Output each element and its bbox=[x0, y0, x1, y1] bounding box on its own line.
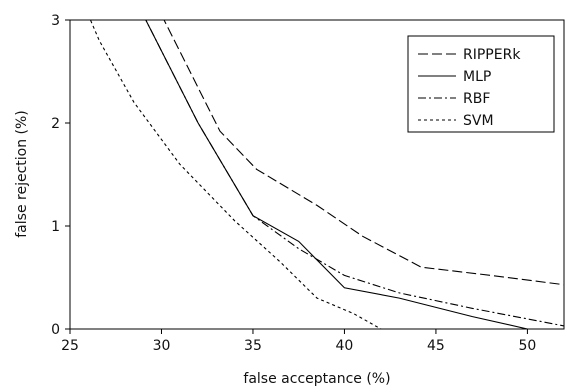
y-tick-label: 2 bbox=[51, 116, 60, 132]
series-layer bbox=[89, 20, 564, 329]
legend-label: RBF bbox=[463, 91, 490, 107]
x-tick-label: 45 bbox=[427, 338, 445, 354]
plot-area-frame bbox=[69, 19, 565, 330]
x-axis: 25 30 35 40 45 50 bbox=[61, 329, 536, 354]
x-tick-label: 25 bbox=[61, 338, 79, 354]
legend-box bbox=[407, 35, 555, 133]
x-tick-label: 30 bbox=[153, 338, 171, 354]
legend-label: RIPPERk bbox=[463, 47, 521, 63]
x-axis-title: false acceptance (%) bbox=[243, 371, 390, 387]
series-line-rbf bbox=[145, 20, 564, 327]
x-tick-label: 50 bbox=[518, 338, 536, 354]
series-line-svm bbox=[89, 20, 382, 329]
x-tick-label: 40 bbox=[336, 338, 354, 354]
legend-label: MLP bbox=[463, 69, 491, 85]
series-line-ripperk bbox=[163, 20, 564, 286]
x-tick-label: 35 bbox=[244, 338, 262, 354]
y-axis: 0 1 2 3 bbox=[51, 13, 70, 338]
legend: RIPPERk MLP RBF SVM bbox=[407, 35, 555, 133]
y-tick-label: 1 bbox=[51, 219, 60, 235]
y-tick-label: 0 bbox=[51, 322, 60, 338]
y-axis-title: false rejection (%) bbox=[14, 110, 30, 238]
legend-label: SVM bbox=[463, 113, 494, 129]
y-tick-label: 3 bbox=[51, 13, 60, 29]
